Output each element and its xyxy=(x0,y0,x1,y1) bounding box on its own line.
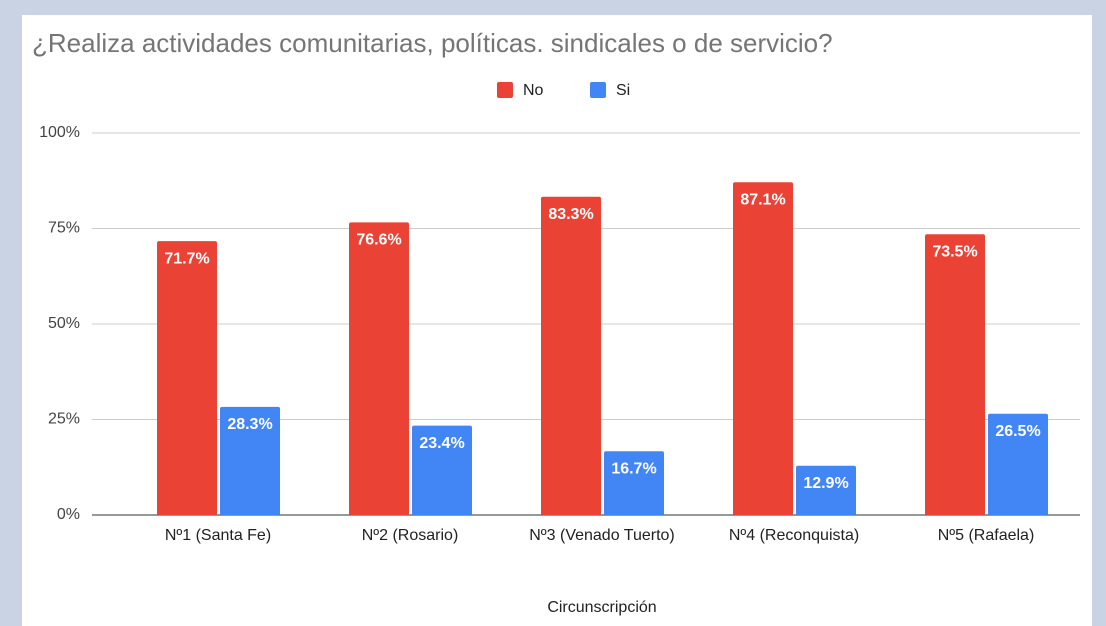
bar xyxy=(796,465,856,515)
data-label: 23.4% xyxy=(419,435,464,452)
x-tick-label: Nº2 (Rosario) xyxy=(361,527,459,544)
legend-swatch xyxy=(497,82,513,98)
data-label: 73.5% xyxy=(932,243,977,260)
legend-label: No xyxy=(523,82,544,99)
x-tick-label: Nº5 (Rafaela) xyxy=(937,527,1035,544)
data-label: 28.3% xyxy=(227,416,272,433)
data-label: 26.5% xyxy=(995,423,1040,440)
bar xyxy=(541,196,601,515)
data-label: 87.1% xyxy=(740,191,785,208)
bar xyxy=(733,182,793,515)
bar xyxy=(220,406,280,515)
legend-swatch xyxy=(590,82,606,98)
y-tick-label: 25% xyxy=(48,411,80,428)
data-label: 12.9% xyxy=(803,475,848,492)
bar xyxy=(604,451,664,515)
chart-title: ¿Realiza actividades comunitarias, polít… xyxy=(32,28,833,58)
y-tick-label: 50% xyxy=(48,315,80,332)
bar xyxy=(988,413,1048,515)
x-tick-label: Nº1 (Santa Fe) xyxy=(164,527,272,544)
data-label: 76.6% xyxy=(356,232,401,249)
bar xyxy=(349,222,409,515)
legend-label: Si xyxy=(616,82,630,99)
x-tick-label: Nº4 (Reconquista) xyxy=(728,527,860,544)
bar xyxy=(925,234,985,516)
y-tick-label: 100% xyxy=(39,124,80,141)
bar xyxy=(157,241,217,515)
y-tick-label: 0% xyxy=(57,506,80,523)
data-label: 16.7% xyxy=(611,460,656,477)
x-axis-title: Circunscripción xyxy=(547,599,656,616)
data-label: 71.7% xyxy=(164,250,209,267)
x-tick-label: Nº3 (Venado Tuerto) xyxy=(529,527,675,544)
y-tick-label: 75% xyxy=(48,220,80,237)
data-label: 83.3% xyxy=(548,206,593,223)
bar xyxy=(412,425,472,515)
